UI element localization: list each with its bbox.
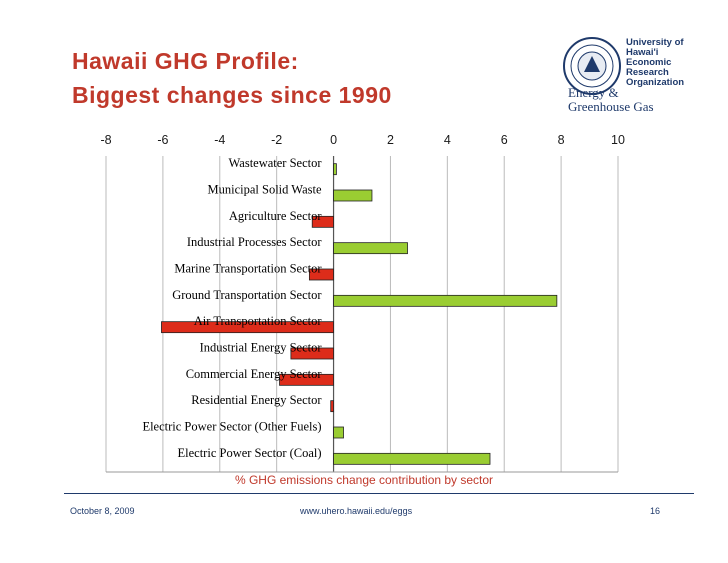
university-seal-icon bbox=[563, 37, 621, 95]
category-label: Electric Power Sector (Other Fuels) bbox=[142, 420, 321, 434]
footer-date: October 8, 2009 bbox=[70, 506, 135, 516]
slide-title-line2: Biggest changes since 1990 bbox=[72, 82, 392, 108]
bar bbox=[279, 373, 334, 386]
chart-bars bbox=[161, 163, 558, 465]
x-tick-label: -4 bbox=[214, 133, 225, 147]
category-label: Ground Transportation Sector bbox=[172, 288, 322, 302]
x-tick-label: 6 bbox=[501, 133, 508, 147]
chart-tick-labels: -8 -6 -4 -2 0 2 4 6 8 10 bbox=[100, 133, 625, 147]
bar bbox=[333, 294, 558, 307]
uhero-logo: University of Hawai'i Economic Research … bbox=[558, 34, 728, 118]
logo-line3: Economic bbox=[626, 57, 672, 68]
x-tick-label: 0 bbox=[330, 133, 337, 147]
category-label: Agriculture Sector bbox=[229, 209, 323, 223]
logo-line7: Greenhouse Gas bbox=[568, 99, 654, 114]
bar bbox=[333, 452, 491, 465]
logo-line4: Research bbox=[626, 67, 669, 78]
category-label: Commercial Energy Sector bbox=[186, 367, 323, 381]
chart-gridlines bbox=[105, 156, 619, 473]
bar bbox=[333, 189, 373, 202]
logo-line2: Hawai'i bbox=[626, 47, 659, 58]
chart-category-labels: Wastewater Sector Municipal Solid Waste Ag… bbox=[142, 156, 322, 460]
x-tick-label: 2 bbox=[387, 133, 394, 147]
category-label: Wastewater Sector bbox=[228, 156, 322, 170]
category-label: Residential Energy Sector bbox=[191, 393, 322, 407]
bar bbox=[333, 242, 408, 255]
chart-x-axis-label: % GHG emissions change contribution by s… bbox=[234, 473, 494, 487]
x-tick-label: -6 bbox=[157, 133, 168, 147]
x-tick-label: -2 bbox=[271, 133, 282, 147]
logo-line1: University of bbox=[626, 37, 684, 48]
logo-line6: Energy & bbox=[568, 85, 619, 100]
logo-line5: Organization bbox=[626, 77, 685, 88]
x-tick-label: 10 bbox=[611, 133, 625, 147]
category-label: Industrial Energy Sector bbox=[200, 341, 323, 355]
category-label: Electric Power Sector (Coal) bbox=[178, 446, 322, 460]
bar bbox=[161, 321, 334, 334]
bar bbox=[290, 347, 334, 360]
category-label: Marine Transportation Sector bbox=[174, 262, 322, 276]
x-tick-label: 8 bbox=[558, 133, 565, 147]
category-label: Municipal Solid Waste bbox=[208, 183, 322, 197]
category-label: Air Transportation Sector bbox=[194, 314, 323, 328]
slide-title-line1: Hawaii GHG Profile: bbox=[72, 48, 299, 74]
x-tick-label: -8 bbox=[100, 133, 111, 147]
footer-divider bbox=[64, 493, 694, 494]
x-tick-label: 4 bbox=[444, 133, 451, 147]
bar bbox=[308, 268, 334, 281]
bar bbox=[333, 426, 344, 439]
bar bbox=[330, 400, 334, 413]
bar bbox=[333, 163, 337, 176]
category-label: Industrial Processes Sector bbox=[187, 235, 323, 249]
footer-url[interactable]: www.uhero.hawaii.edu/eggs bbox=[300, 506, 413, 516]
bar bbox=[311, 215, 334, 228]
footer-page-number: 16 bbox=[650, 506, 661, 516]
